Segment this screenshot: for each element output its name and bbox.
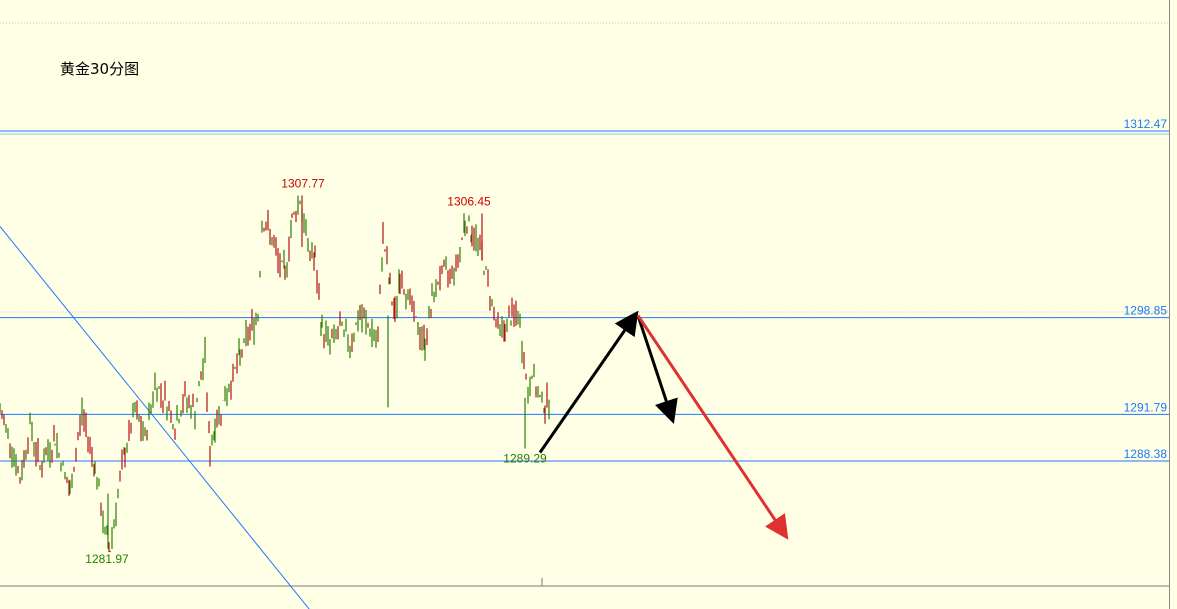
price-annotation-0: 1307.77 (281, 176, 325, 190)
forecast-arrow-1 (636, 315, 678, 424)
price-annotation-3: 1281.97 (85, 552, 129, 566)
chart-title: 黄金30分图 (60, 60, 140, 78)
forecast-arrow-0 (538, 310, 639, 454)
level-label-1: 1298.85 (1124, 304, 1168, 318)
level-label-0: 1312.47 (1124, 117, 1168, 131)
level-label-3: 1288.38 (1124, 447, 1168, 461)
level-label-2: 1291.79 (1124, 400, 1168, 414)
price-annotation-1: 1306.45 (447, 194, 491, 208)
forecast-arrow-2 (636, 314, 789, 540)
price-annotation-2: 1289.29 (503, 452, 547, 466)
side-panel[interactable] (1169, 0, 1177, 609)
trendline (0, 226, 310, 609)
